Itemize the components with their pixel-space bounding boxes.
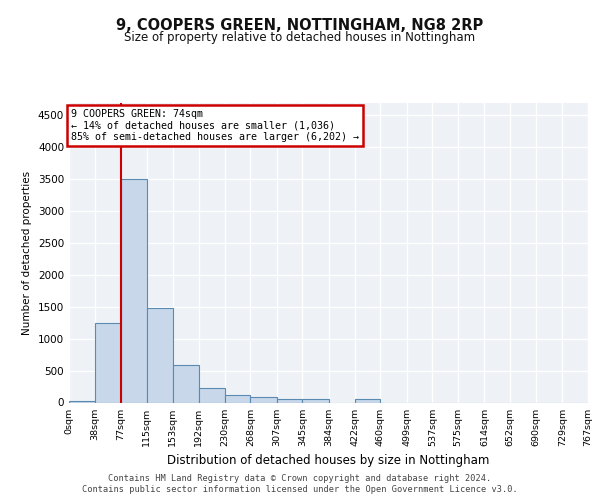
Text: Size of property relative to detached houses in Nottingham: Size of property relative to detached ho… bbox=[124, 31, 476, 44]
Text: 9, COOPERS GREEN, NOTTINGHAM, NG8 2RP: 9, COOPERS GREEN, NOTTINGHAM, NG8 2RP bbox=[116, 18, 484, 32]
X-axis label: Distribution of detached houses by size in Nottingham: Distribution of detached houses by size … bbox=[167, 454, 490, 467]
Bar bbox=[199, 388, 224, 402]
Text: 9 COOPERS GREEN: 74sqm
← 14% of detached houses are smaller (1,036)
85% of semi-: 9 COOPERS GREEN: 74sqm ← 14% of detached… bbox=[71, 109, 359, 142]
Bar bbox=[355, 399, 380, 402]
Bar bbox=[302, 400, 329, 402]
Bar bbox=[277, 399, 302, 402]
Bar bbox=[69, 400, 95, 402]
Bar bbox=[95, 322, 121, 402]
Bar bbox=[173, 366, 199, 403]
Bar bbox=[224, 396, 250, 402]
Text: Contains HM Land Registry data © Crown copyright and database right 2024.
Contai: Contains HM Land Registry data © Crown c… bbox=[82, 474, 518, 494]
Bar bbox=[121, 179, 147, 402]
Bar bbox=[250, 398, 277, 402]
Bar bbox=[147, 308, 173, 402]
Y-axis label: Number of detached properties: Number of detached properties bbox=[22, 170, 32, 334]
